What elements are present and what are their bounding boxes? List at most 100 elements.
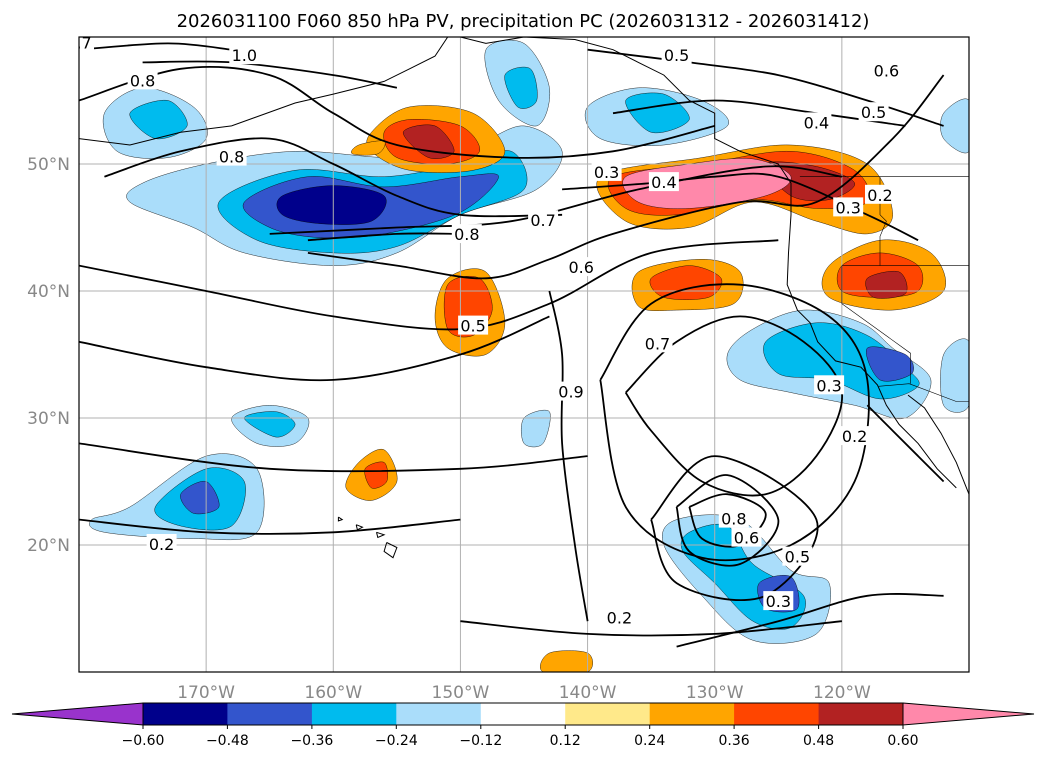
pv-contour-line [562,172,919,242]
pv-contour-line [676,593,944,648]
coastline [79,37,449,146]
colorbar-tick-label: −0.24 [375,733,418,749]
contour-label: 0.5 [861,103,886,122]
contour-label-halo [79,37,94,52]
pv-contour-line [307,232,461,242]
contour-label: 0.2 [867,186,892,205]
colorbar-segment [396,703,482,725]
contour-label-halo [814,375,845,395]
contour-label-halo [839,426,870,446]
contour-label: 0.7 [66,33,91,52]
precip-region [865,271,908,299]
coastline [383,542,398,559]
contour-label-halo [458,315,489,335]
contour-label: 0.7 [530,211,555,230]
colorbar-segment [143,703,228,725]
contour-label: 0.3 [835,198,860,217]
contour-label: 0.5 [785,548,810,567]
contour-label: 0.8 [721,510,746,529]
colorbar-segment [311,703,397,725]
precip-region [364,461,388,489]
contour-label-halo [648,172,679,192]
lon-tick-label: 160°W [304,683,362,703]
contour-label-halo [871,60,902,80]
colorbar-tick-label: −0.60 [122,733,165,749]
precip-region [764,161,855,202]
lon-tick-label: 140°W [559,683,617,703]
contour-label: 0.3 [816,376,841,395]
contour-label: 0.6 [874,61,899,80]
contour-label: 1.0 [232,46,257,65]
contour-label: 0.2 [607,609,632,628]
colorbar-tick-label: −0.12 [459,733,502,749]
longitude-tick-labels: 170°W 160°W 150°W 140°W 130°W 120°W [177,683,871,703]
pv-contour-line [548,290,589,622]
precip-region [504,66,538,109]
contour-label-halo [763,591,794,611]
contour-label: 0.5 [460,317,485,336]
lon-tick-label: 120°W [813,683,871,703]
precip-region [351,140,386,156]
contour-label: 0.3 [766,592,791,611]
contour-label-halo [127,70,158,90]
contour-label-halo [833,197,864,217]
pv-contour-line [142,60,398,89]
precip-region [180,481,220,515]
lon-tick-label: 130°W [686,683,744,703]
coastline [907,394,969,495]
contour-label-halo [604,607,635,627]
contour-label: 0.4 [651,173,676,192]
pv-contour-line [79,42,232,51]
political-border [841,265,911,384]
contour-label: 0.8 [219,148,244,167]
colorbar-segment [734,703,819,725]
pv-contour-line [104,137,563,218]
contour-label-halo [146,534,177,553]
chart-title: 2026031100 F060 850 hPa PV, precipitatio… [177,11,870,32]
contour-label-halo [642,333,673,353]
latitude-tick-labels: 20°N 30°N 40°N 50°N [27,155,70,556]
colorbar-tick-label: 0.60 [887,733,918,749]
contour-label: 0.6 [734,529,759,548]
colorbar-tick-label: −0.36 [290,733,333,749]
contour-label-halo [528,210,559,230]
contour-label-halo [782,546,813,566]
lat-tick-label: 50°N [27,155,70,175]
colorbar-tick-label: −0.48 [206,733,249,749]
pv-contour-line [599,283,870,562]
contour-label-halo [556,381,586,401]
pv-contour-line [624,315,843,497]
contour-label-halo [731,527,762,547]
contour-label-halo [718,508,749,528]
pv-contour-line [79,239,779,331]
pv-contour-line [650,455,819,602]
contour-label-halo [451,224,482,244]
colorbar: −0.60 −0.48 −0.36 −0.24 −0.12 0.12 0.24 0.36 0.4… [11,702,1035,749]
contour-label-halo [566,257,597,277]
contour-label-halo [661,45,692,65]
lat-tick-label: 20°N [27,536,70,556]
colorbar-tick-label: 0.36 [719,733,750,749]
precip-region [625,92,690,134]
pv-contours [79,42,945,648]
colorbar-segment [818,703,904,725]
colorbar-outline [142,702,904,726]
coastline [355,524,364,531]
colorbar-segment [649,703,735,725]
lat-tick-label: 40°N [27,282,70,302]
contour-label: 0.2 [842,427,867,446]
contour-label: 0.7 [645,334,670,353]
colorbar-extend-low [11,702,144,726]
contour-labels: 1.0 0.8 0.8 0.8 0.7 0.7 0.6 0.5 0.5 0.5 0.6 0.4 0.4 0… [66,33,902,628]
contour-label: 0.6 [568,258,593,277]
colorbar-tick-label: 0.12 [550,733,581,749]
precip-region [540,650,593,672]
contour-label: 0.8 [454,225,479,244]
pv-contour-line [269,165,843,235]
contour-label: 0.3 [594,163,619,182]
lat-tick-label: 30°N [27,409,70,429]
pv-contour-line [460,620,842,637]
precip-region [940,338,969,413]
precip-region [866,346,914,382]
contour-label: 0.4 [804,113,829,132]
